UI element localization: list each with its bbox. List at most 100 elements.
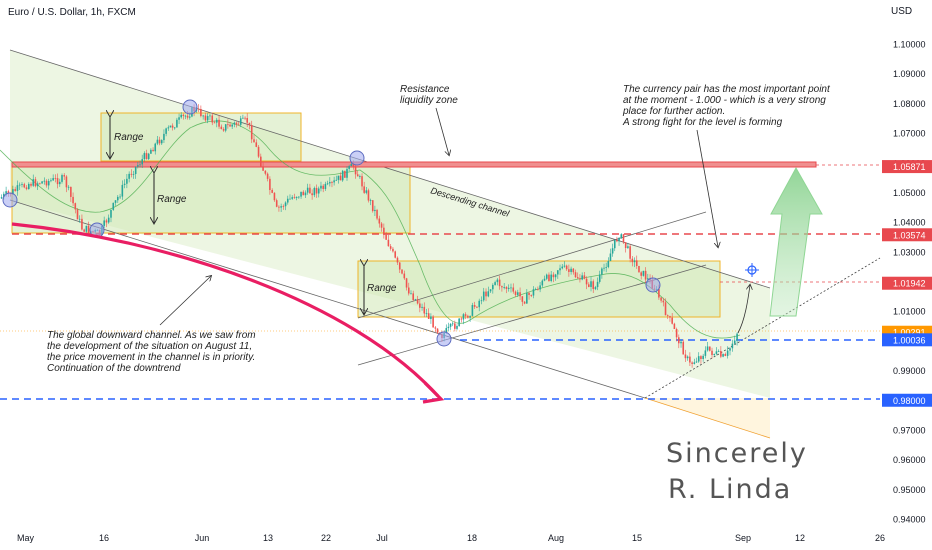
candle bbox=[526, 288, 528, 304]
downtrend-curved-arrow[interactable] bbox=[11, 222, 440, 398]
candle bbox=[41, 180, 43, 184]
y-tick-label: 1.10000 bbox=[893, 40, 926, 50]
x-tick-label: 12 bbox=[795, 533, 805, 543]
candle bbox=[726, 346, 729, 359]
candle bbox=[392, 246, 394, 253]
candle bbox=[331, 180, 333, 188]
candle bbox=[32, 174, 35, 187]
candle bbox=[576, 272, 579, 279]
svg-text:1.03574: 1.03574 bbox=[893, 230, 926, 240]
touch-circle[interactable] bbox=[645, 277, 661, 293]
candle bbox=[603, 263, 605, 272]
candle bbox=[682, 339, 685, 355]
touch-circle[interactable] bbox=[349, 150, 365, 166]
x-tick-label: Aug bbox=[548, 533, 564, 543]
candle bbox=[729, 347, 731, 356]
candle bbox=[423, 302, 426, 318]
candle bbox=[171, 123, 174, 131]
touch-circle[interactable] bbox=[182, 99, 198, 115]
candle bbox=[523, 300, 526, 305]
candle bbox=[21, 182, 23, 188]
candle bbox=[563, 261, 566, 268]
candle bbox=[260, 153, 262, 168]
candle bbox=[154, 142, 157, 155]
candle bbox=[720, 346, 722, 359]
candle bbox=[83, 228, 85, 232]
candle bbox=[530, 294, 533, 298]
x-tick-label: 13 bbox=[263, 533, 273, 543]
candle bbox=[209, 113, 211, 121]
touch-circle[interactable] bbox=[2, 192, 18, 208]
range-box-1[interactable] bbox=[100, 112, 302, 162]
candle bbox=[204, 112, 207, 122]
chart-title: Euro / U.S. Dollar, 1h, FXCM bbox=[8, 7, 136, 18]
wedge-lower-line[interactable] bbox=[644, 397, 771, 439]
candle bbox=[421, 303, 423, 311]
candle bbox=[143, 151, 146, 162]
candle bbox=[271, 188, 273, 194]
candle bbox=[286, 195, 289, 205]
candle bbox=[385, 231, 387, 241]
candle bbox=[300, 191, 302, 199]
candle bbox=[432, 315, 434, 328]
candle bbox=[574, 269, 577, 279]
candle bbox=[220, 124, 223, 130]
candle bbox=[295, 196, 298, 201]
candle bbox=[631, 256, 634, 267]
candle bbox=[570, 266, 572, 275]
candle bbox=[702, 353, 704, 362]
candle bbox=[380, 222, 383, 232]
candle bbox=[503, 283, 505, 290]
candle bbox=[363, 181, 365, 195]
moving-average-line bbox=[0, 120, 741, 339]
price-label: 0.98000 bbox=[882, 393, 932, 407]
candle bbox=[559, 264, 561, 275]
target-crosshair-icon[interactable] bbox=[745, 263, 759, 277]
channel-lower-line[interactable] bbox=[9, 199, 646, 399]
candle bbox=[476, 306, 478, 309]
candle bbox=[365, 186, 368, 195]
candle bbox=[545, 273, 548, 281]
time-axis[interactable]: May 16 Jun 13 22 Jul 18 Aug 15 Sep 12 26 bbox=[17, 533, 885, 543]
candle bbox=[410, 290, 412, 295]
candle bbox=[693, 358, 696, 365]
candle bbox=[269, 176, 271, 195]
candle bbox=[130, 169, 133, 178]
candle bbox=[244, 116, 246, 121]
candle bbox=[487, 286, 490, 298]
candle bbox=[684, 349, 687, 362]
candle bbox=[434, 326, 437, 332]
candle bbox=[587, 282, 590, 288]
candle bbox=[592, 279, 595, 293]
candle bbox=[123, 179, 126, 189]
dotted-trendline[interactable] bbox=[644, 257, 881, 399]
candle bbox=[354, 164, 357, 179]
ascending-channel-upper[interactable] bbox=[357, 211, 707, 319]
channel-upper-line[interactable] bbox=[9, 49, 771, 289]
candle bbox=[45, 179, 48, 188]
bullish-projection-arrow[interactable] bbox=[769, 166, 823, 317]
candle bbox=[713, 353, 716, 357]
touch-circle[interactable] bbox=[436, 331, 452, 347]
candle bbox=[374, 205, 376, 216]
range-box-2[interactable] bbox=[11, 164, 411, 234]
candle bbox=[724, 352, 727, 357]
candle bbox=[167, 125, 170, 131]
candle bbox=[478, 298, 481, 312]
candle bbox=[87, 221, 90, 234]
resistance-zone[interactable] bbox=[11, 161, 817, 168]
candle bbox=[473, 301, 476, 310]
candle bbox=[565, 264, 568, 271]
y-tick-label: 0.99000 bbox=[893, 366, 926, 376]
candle bbox=[114, 200, 117, 206]
candle bbox=[23, 182, 26, 189]
candle bbox=[361, 173, 363, 191]
candle bbox=[30, 182, 32, 188]
candle bbox=[419, 299, 421, 313]
candle bbox=[543, 275, 546, 282]
candle bbox=[0, 194, 3, 199]
y-tick-label: 1.05000 bbox=[893, 188, 926, 198]
candle bbox=[482, 287, 485, 302]
